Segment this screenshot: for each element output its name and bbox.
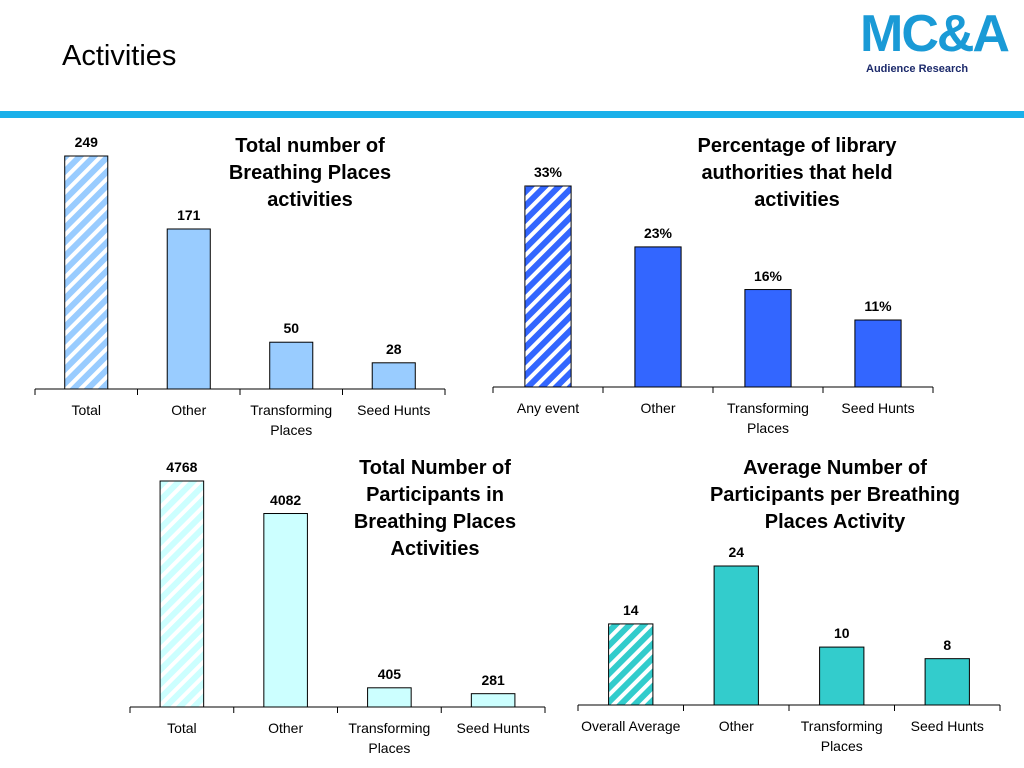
data-label: 4768 — [166, 459, 198, 475]
bar — [371, 362, 416, 390]
bar — [470, 693, 516, 708]
x-tick-label: Overall Average — [581, 718, 681, 734]
data-label: 8 — [943, 636, 952, 653]
data-label: 171 — [177, 206, 201, 223]
data-label: 16% — [753, 267, 783, 284]
bar — [854, 319, 902, 388]
x-tick-label: Other — [640, 400, 676, 416]
bar — [634, 246, 682, 388]
data-label: 10 — [833, 625, 850, 642]
x-tick-label: Transforming Places — [348, 720, 431, 756]
bar — [64, 155, 109, 390]
data-label: 14 — [622, 601, 639, 618]
x-tick-label: Total — [167, 720, 197, 736]
data-label: 33% — [533, 164, 563, 180]
bar — [524, 185, 572, 388]
x-tick-label: Any event — [516, 400, 580, 416]
x-tick-label: Seed Hunts — [357, 402, 431, 418]
bar — [744, 289, 792, 388]
x-tick-label: Seed Hunts — [841, 400, 915, 416]
data-label: 281 — [481, 671, 505, 688]
data-label: 24 — [728, 544, 745, 560]
bar — [159, 480, 205, 708]
chart-title: Total number of Breathing Places activit… — [228, 135, 392, 211]
header-rule — [0, 111, 1024, 118]
x-tick-label: Other — [171, 402, 207, 418]
data-label: 4082 — [270, 491, 302, 508]
logo-subtitle: Audience Research — [866, 63, 969, 75]
x-tick-label: Transforming Places — [800, 718, 883, 754]
bar — [166, 228, 211, 390]
data-label: 11% — [864, 298, 892, 314]
x-tick-label: Transforming Places — [727, 400, 809, 436]
data-label: 50 — [283, 320, 300, 337]
bar — [367, 687, 412, 708]
chart-title: Percentage of library authorities that h… — [697, 135, 897, 211]
x-tick-label: Other — [268, 720, 304, 736]
x-tick-label: Transforming Places — [250, 402, 333, 438]
logo: MC&A — [860, 5, 1010, 63]
x-tick-label: Total — [71, 402, 102, 418]
chart-title: Total Number of Participants in Breathin… — [353, 457, 517, 560]
x-tick-label: Other — [718, 718, 754, 734]
bar — [608, 623, 654, 706]
data-label: 23% — [643, 224, 673, 241]
bar — [819, 646, 865, 706]
bar — [713, 565, 759, 706]
x-tick-label: Seed Hunts — [456, 720, 530, 736]
data-label: 28 — [385, 340, 402, 357]
data-label: 249 — [74, 134, 98, 150]
chart-title: Average Number of Participants per Breat… — [709, 457, 961, 533]
slide-title: Activities — [62, 40, 177, 72]
bar — [269, 341, 314, 390]
bar — [263, 513, 308, 708]
data-label: 405 — [377, 665, 402, 682]
x-tick-label: Seed Hunts — [910, 718, 984, 734]
bar — [924, 658, 970, 706]
